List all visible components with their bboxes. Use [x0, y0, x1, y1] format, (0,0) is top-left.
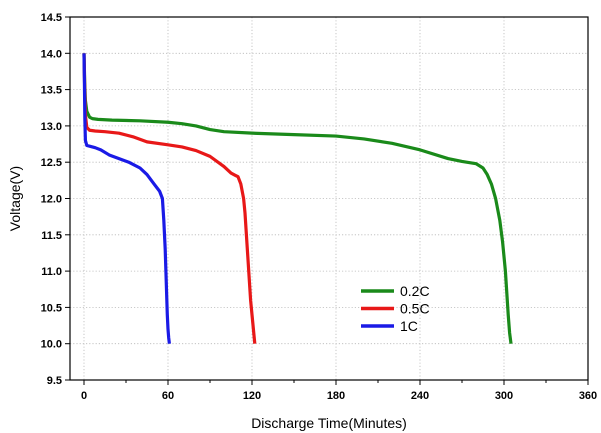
x-tick-label: 0 [81, 390, 87, 402]
y-tick-label: 13.5 [41, 85, 62, 97]
y-tick-label: 13.0 [41, 121, 62, 133]
y-tick-label: 11.5 [41, 230, 62, 242]
series-line-0-5c [82, 53, 257, 344]
x-axis-ticks: 0 60 120 180 240 300 360 [81, 380, 597, 402]
y-tick-label: 12.5 [41, 157, 62, 169]
series-line-0-2c [82, 53, 513, 344]
y-tick-label: 11.0 [41, 266, 62, 278]
legend-label: 1C [400, 318, 418, 334]
x-axis-label: Discharge Time(Minutes) [251, 415, 407, 431]
legend-label: 0.5C [400, 301, 430, 317]
x-tick-label: 240 [411, 390, 429, 402]
y-tick-label: 9.5 [47, 375, 62, 387]
y-tick-label: 10.0 [41, 339, 62, 351]
y-tick-label: 12.0 [41, 194, 62, 206]
y-tick-label: 14.5 [41, 12, 62, 24]
x-tick-label: 180 [327, 390, 345, 402]
x-tick-label: 360 [579, 390, 597, 402]
series-line-1c [82, 53, 171, 344]
x-tick-label: 120 [243, 390, 261, 402]
y-axis-label: Voltage(V) [7, 166, 23, 231]
series-group [82, 53, 513, 344]
y-axis-ticks: 9.5 10.0 10.5 11.0 11.5 12.0 12.5 13.0 13.5 14.0 1… [41, 12, 70, 387]
x-tick-label: 300 [495, 390, 513, 402]
x-tick-label: 60 [162, 390, 174, 402]
y-tick-label: 14.0 [41, 48, 62, 60]
y-tick-label: 10.5 [41, 302, 62, 314]
legend-label: 0.2C [400, 283, 430, 299]
